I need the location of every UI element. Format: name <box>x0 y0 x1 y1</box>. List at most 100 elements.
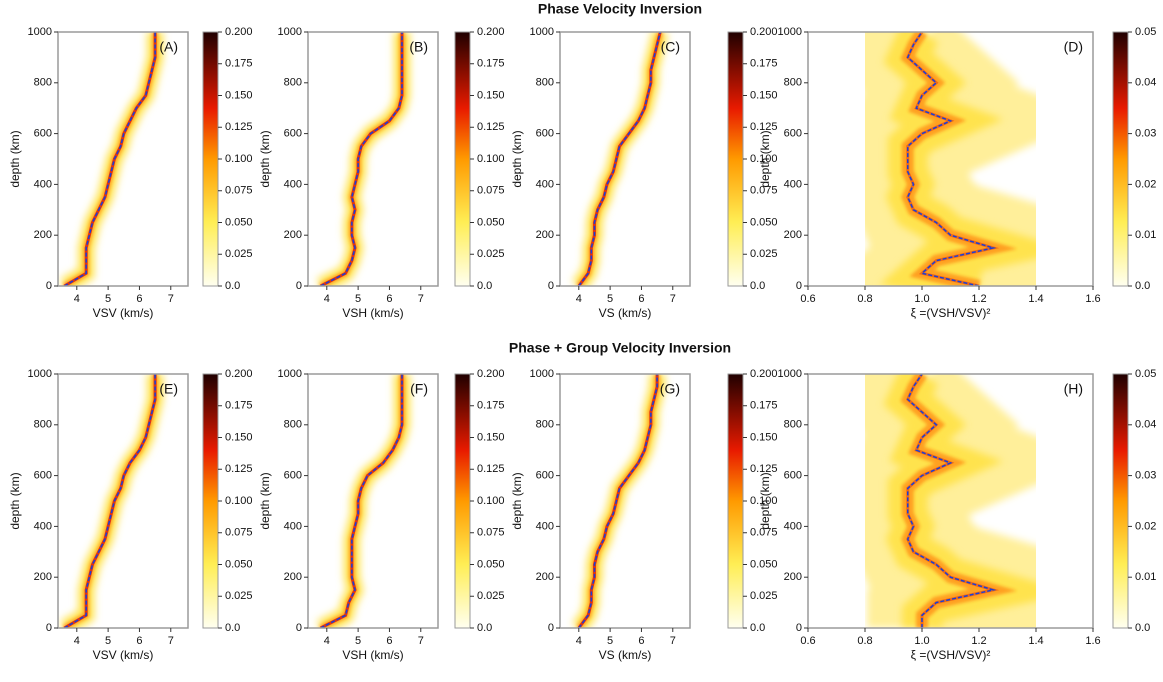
colorbar <box>454 373 471 629</box>
density-band <box>60 32 164 286</box>
colorbar-tick-label: 0.200 <box>225 26 253 38</box>
x-axis-label: VS (km/s) <box>599 306 652 320</box>
colorbar-tick-label: 0.150 <box>750 431 778 443</box>
x-tick-label: 7 <box>418 293 424 305</box>
y-tick-label: 400 <box>34 178 52 190</box>
x-tick-label: 5 <box>607 635 613 647</box>
x-tick-label: 7 <box>418 635 424 647</box>
profile-line <box>63 32 156 286</box>
x-axis-label: VSV (km/s) <box>93 306 154 320</box>
y-tick-label: 200 <box>784 571 802 583</box>
x-tick-label: 1.2 <box>971 635 986 647</box>
colorbar-tick-label: 0.025 <box>225 590 253 602</box>
colorbar-tick-label: 0.150 <box>225 89 253 101</box>
y-tick-label: 800 <box>34 419 52 431</box>
y-tick-label: 600 <box>284 470 302 482</box>
y-tick-label: 400 <box>284 520 302 532</box>
colorbar-tick-label: 0.025 <box>225 248 253 260</box>
x-tick-label: 5 <box>607 293 613 305</box>
colorbar-tick-label: 0.125 <box>225 121 253 133</box>
density-band <box>316 374 410 628</box>
y-tick-label: 0 <box>296 622 302 634</box>
colorbar-tick-label: 0.150 <box>477 431 505 443</box>
colorbar-tick-label: 0.125 <box>477 121 505 133</box>
x-tick-label: 6 <box>386 293 392 305</box>
colorbar-tick-label: 0.01 <box>1135 229 1156 241</box>
colorbar <box>727 373 744 629</box>
profile-line <box>906 374 997 628</box>
colorbar-tick-label: 0.175 <box>225 58 253 70</box>
colorbar-tick-label: 0.175 <box>750 58 778 70</box>
x-tick-label: 5 <box>105 635 111 647</box>
y-tick-label: 0 <box>796 622 802 634</box>
x-tick-label: 1.0 <box>914 635 929 647</box>
colorbar-tick-label: 0.03 <box>1135 128 1156 140</box>
x-tick-label: 0.6 <box>800 293 815 305</box>
colorbar-tick-label: 0.0 <box>750 622 765 634</box>
x-axis-label: ξ =(VSH/VSV)² <box>911 648 991 662</box>
x-tick-label: 1.6 <box>1085 635 1100 647</box>
x-tick-label: 1.2 <box>971 293 986 305</box>
colorbar-tick-label: 0.175 <box>477 400 505 412</box>
plot-area <box>60 32 164 286</box>
panel-label: (E) <box>159 381 178 397</box>
colorbar-tick-label: 0.125 <box>477 463 505 475</box>
y-tick-label: 0 <box>548 280 554 292</box>
y-tick-label: 1000 <box>278 368 302 380</box>
x-tick-label: 5 <box>355 293 361 305</box>
x-tick-label: 1.0 <box>914 293 929 305</box>
plot-area <box>316 374 410 628</box>
colorbar-tick-label: 0.01 <box>1135 571 1156 583</box>
colorbar <box>727 31 744 287</box>
colorbar-tick-label: 0.050 <box>477 558 505 570</box>
colorbar-tick-label: 0.050 <box>750 558 778 570</box>
x-axis-label: VS (km/s) <box>599 648 652 662</box>
colorbar <box>202 373 219 629</box>
colorbar-tick-label: 0.050 <box>477 216 505 228</box>
y-tick-label: 600 <box>34 128 52 140</box>
profile-line <box>906 32 997 286</box>
colorbar-tick-label: 0.175 <box>477 58 505 70</box>
colorbar-tick-label: 0.175 <box>225 400 253 412</box>
x-axis-label: VSV (km/s) <box>93 648 154 662</box>
colorbar <box>202 31 219 287</box>
x-tick-label: 6 <box>638 293 644 305</box>
x-tick-label: 1.4 <box>1028 293 1043 305</box>
y-tick-label: 600 <box>34 470 52 482</box>
colorbar-tick-label: 0.200 <box>750 368 778 380</box>
colorbar-tick-label: 0.175 <box>750 400 778 412</box>
x-tick-label: 6 <box>386 635 392 647</box>
axes-frame <box>57 373 189 629</box>
plot-area <box>60 374 164 628</box>
x-tick-label: 7 <box>670 293 676 305</box>
colorbar-tick-label: 0.05 <box>1135 26 1156 38</box>
colorbar-tick-label: 0.04 <box>1135 77 1156 89</box>
y-tick-label: 800 <box>284 419 302 431</box>
y-tick-label: 1000 <box>530 368 554 380</box>
figure-title: Phase + Group Velocity Inversion <box>509 340 731 356</box>
colorbar-tick-label: 0.025 <box>477 248 505 260</box>
x-tick-label: 5 <box>355 635 361 647</box>
panel-label: (H) <box>1064 381 1083 397</box>
colorbar-tick-label: 0.100 <box>225 153 253 165</box>
y-tick-label: 600 <box>536 470 554 482</box>
profile-line <box>578 32 661 286</box>
x-axis-label: VSH (km/s) <box>342 306 403 320</box>
y-axis-label: depth (km) <box>258 472 272 529</box>
colorbar-tick-label: 0.02 <box>1135 178 1156 190</box>
y-tick-label: 600 <box>784 128 802 140</box>
x-tick-label: 5 <box>105 293 111 305</box>
y-tick-label: 800 <box>784 77 802 89</box>
y-tick-label: 400 <box>536 178 554 190</box>
y-tick-label: 400 <box>784 520 802 532</box>
y-tick-label: 1000 <box>778 26 802 38</box>
y-tick-label: 200 <box>536 571 554 583</box>
colorbar-tick-label: 0.125 <box>750 463 778 475</box>
y-tick-label: 200 <box>34 229 52 241</box>
colorbar-tick-label: 0.200 <box>477 368 505 380</box>
axes-frame <box>57 31 189 287</box>
y-tick-label: 0 <box>796 280 802 292</box>
density-band <box>316 32 410 286</box>
axes-frame <box>307 31 439 287</box>
y-tick-label: 200 <box>34 571 52 583</box>
